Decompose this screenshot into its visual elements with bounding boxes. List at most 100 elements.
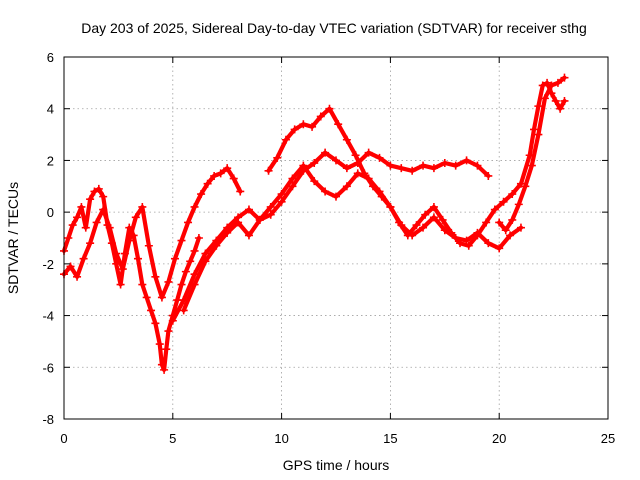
data-point xyxy=(186,257,195,266)
data-point xyxy=(514,200,523,209)
x-tick-label: 0 xyxy=(60,431,67,446)
data-point xyxy=(118,265,127,274)
data-point xyxy=(162,345,171,354)
data-point xyxy=(201,257,210,266)
data-point xyxy=(181,267,190,276)
data-point xyxy=(79,254,88,263)
data-point xyxy=(419,161,428,170)
data-point xyxy=(164,327,173,336)
data-point xyxy=(236,187,245,196)
data-point xyxy=(386,161,395,170)
data-point xyxy=(412,221,421,230)
data-point xyxy=(332,156,340,165)
series-track-6 xyxy=(495,73,569,235)
y-tick-label: -6 xyxy=(42,360,54,375)
data-point xyxy=(157,293,166,302)
data-point xyxy=(308,122,317,131)
y-tick-label: 4 xyxy=(47,102,54,117)
series-line xyxy=(61,186,201,372)
x-tick-label: 15 xyxy=(383,431,397,446)
data-point xyxy=(299,120,308,129)
data-point xyxy=(310,159,319,168)
data-point xyxy=(223,164,232,173)
data-point xyxy=(516,223,525,232)
data-point xyxy=(547,81,556,90)
data-point xyxy=(94,184,103,193)
y-tick-label: -8 xyxy=(42,412,54,427)
data-point xyxy=(299,161,308,170)
data-point xyxy=(473,231,482,240)
data-point xyxy=(264,166,273,175)
series-track-1 xyxy=(60,184,203,374)
data-point xyxy=(521,182,530,191)
data-point xyxy=(138,202,147,211)
data-point xyxy=(462,156,471,165)
data-point xyxy=(360,169,369,178)
data-point xyxy=(77,202,86,211)
data-point xyxy=(177,236,186,245)
data-point xyxy=(266,202,275,211)
data-point xyxy=(281,135,290,144)
data-point xyxy=(364,148,373,157)
data-point xyxy=(203,179,212,188)
data-point xyxy=(342,182,351,191)
y-tick-label: -4 xyxy=(42,309,54,324)
data-point xyxy=(490,205,499,214)
data-point xyxy=(551,96,560,105)
data-point xyxy=(440,159,449,168)
data-point xyxy=(190,280,199,289)
data-point xyxy=(144,241,153,250)
data-point xyxy=(484,239,493,248)
data-point xyxy=(508,190,517,199)
data-point xyxy=(164,277,173,286)
data-point xyxy=(534,102,543,111)
data-point xyxy=(482,218,491,227)
data-point xyxy=(499,197,508,206)
data-point xyxy=(438,215,447,224)
data-point xyxy=(201,249,210,258)
data-point xyxy=(190,246,199,255)
data-point xyxy=(151,272,160,281)
data-point xyxy=(403,231,412,240)
data-point xyxy=(177,280,186,289)
x-tick-label: 10 xyxy=(274,431,288,446)
y-axis-label: SDTVAR / TECUs xyxy=(5,182,21,294)
y-tick-label: 0 xyxy=(47,205,54,220)
data-point xyxy=(244,205,253,214)
series-layer xyxy=(60,73,569,374)
data-point xyxy=(530,125,539,134)
series-line xyxy=(181,163,524,313)
x-tick-label: 5 xyxy=(169,431,176,446)
data-point xyxy=(419,223,428,232)
data-point xyxy=(168,316,177,325)
data-point xyxy=(151,319,160,328)
data-point xyxy=(334,120,343,129)
data-point xyxy=(368,182,377,191)
data-point xyxy=(66,262,75,271)
chart-title: Day 203 of 2025, Sidereal Day-to-day VTE… xyxy=(81,20,587,36)
data-point xyxy=(138,280,147,289)
data-point xyxy=(81,223,90,232)
data-point xyxy=(133,254,142,263)
data-point xyxy=(540,94,549,103)
data-point xyxy=(184,218,193,227)
data-point xyxy=(160,365,169,374)
data-point xyxy=(90,187,99,196)
data-point xyxy=(86,195,95,204)
data-point xyxy=(534,130,543,139)
data-point xyxy=(194,234,203,242)
data-point xyxy=(560,96,569,105)
data-point xyxy=(190,202,199,211)
data-point xyxy=(332,192,340,201)
data-point xyxy=(255,215,264,224)
x-tick-label: 20 xyxy=(492,431,506,446)
data-point xyxy=(277,197,286,206)
series-track-2 xyxy=(60,164,245,302)
data-point xyxy=(527,161,536,170)
data-point xyxy=(451,161,460,170)
data-point xyxy=(495,218,504,227)
series-track-3 xyxy=(168,148,493,325)
data-point xyxy=(516,179,525,188)
data-point xyxy=(105,223,114,232)
data-point xyxy=(429,202,438,211)
